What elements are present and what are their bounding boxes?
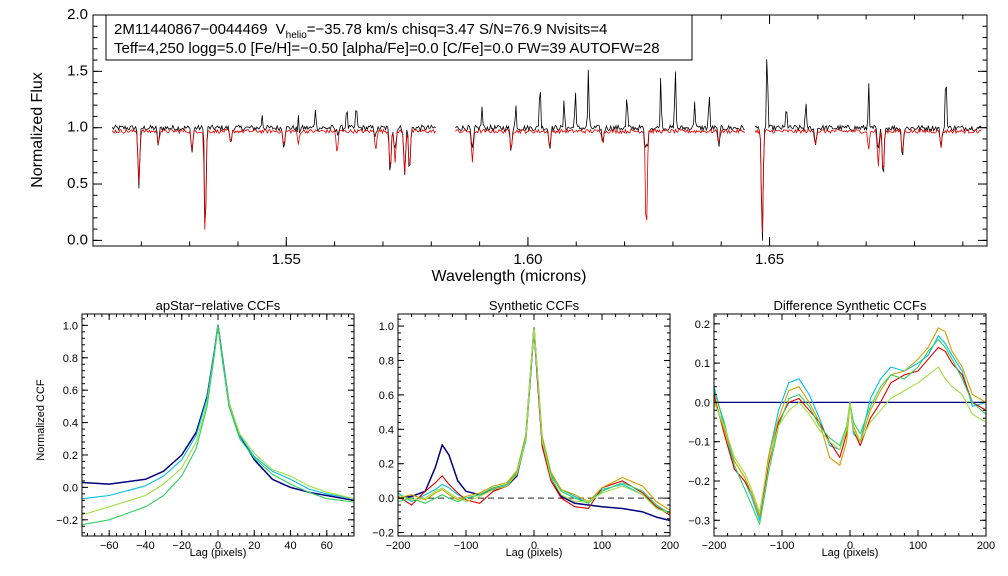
diff-ccf-y-tick-label: 0.0: [695, 397, 710, 409]
diff-ccf-x-tick-label: −100: [770, 540, 795, 552]
spectrum-x-tick-label: 1.55: [272, 251, 301, 268]
diff-ccf-x-tick-label: −200: [702, 540, 727, 552]
diff-ccf-title: Difference Synthetic CCFs: [774, 298, 927, 313]
spectrum-y-tick-label: 0.0: [67, 231, 88, 248]
diff-ccf-y-tick-label: 0.1: [695, 358, 710, 370]
apstar-ccf-y-tick-label: 0.4: [63, 418, 78, 430]
spectrum-panel: 1.55 1.60 1.65 0.0 0.5 1.0 1.5 2.0 2M11440867−0…: [29, 6, 988, 285]
apstar-ccf-x-tick-label: 0: [215, 540, 221, 552]
spectrum-y-tick-label: 1.0: [67, 119, 88, 136]
diff-ccf-series: [714, 327, 986, 525]
apstar-ccf-y-tick-label: 0.0: [63, 482, 78, 494]
spectrum-x-tick-label: 1.60: [513, 251, 542, 268]
apstar-ccf-series: [82, 324, 354, 526]
diff-ccf-y-tick-label: 0.2: [695, 319, 710, 331]
apstar-ccf-series-visit-4: [82, 324, 354, 526]
info-line-1: 2M11440867−0044469 Vhelio=−35.78 km/s chi…: [114, 21, 607, 41]
synthetic-ccf-title: Synthetic CCFs: [489, 298, 580, 313]
diff-ccf-series-visit-3: [714, 327, 986, 517]
synthetic-ccf-y-tick-label: 0.0: [379, 493, 394, 505]
synthetic-ccf-series: [398, 327, 670, 522]
info-line-1-values: =−35.78 km/s chisq=3.47 S/N=76.9 Nvisits…: [307, 21, 608, 38]
spectrum-x-tick-label: 1.65: [755, 251, 784, 268]
synthetic-ccf-x-tick-label: 0: [531, 540, 537, 552]
spectrum-observed-segment-1: [111, 109, 436, 224]
info-vhelio-label: V: [276, 21, 286, 38]
spectrum-info-box: 2M11440867−0044469 Vhelio=−35.78 km/s chi…: [105, 14, 693, 61]
apstar-ccf-title: apStar−relative CCFs: [156, 298, 281, 313]
synthetic-ccf-series-visit-5: [398, 327, 670, 515]
diff-ccf-x-tick-label: 200: [977, 540, 995, 552]
diff-ccf-y-tick-label: −0.2: [688, 476, 710, 488]
diff-ccf-x-tick-label: 100: [909, 540, 927, 552]
spectrum-y-tick-label: 0.5: [67, 175, 88, 192]
synthetic-ccf-axes: −200 −100 0 100 200 −0.2 0.0 0.2 0.4 0.6 0.8 1.0: [372, 313, 679, 552]
synthetic-ccf-y-tick-label: 1.0: [379, 321, 394, 333]
diff-ccf-xlabel: Lag (pixels): [822, 547, 879, 559]
synthetic-ccf-panel: −200 −100 0 100 200 −0.2 0.0 0.2 0.4 0.6 0.8 1.0 Sy…: [372, 298, 679, 559]
spectrum-y-tick-label: 1.5: [67, 62, 88, 79]
apstar-ccf-panel: −60 −40 −20 0 20 40 60 −0.2 0.0 0.2 0.4 0.6 0.8 1.0 a…: [35, 298, 355, 559]
synthetic-ccf-y-tick-label: 0.8: [379, 355, 394, 367]
apstar-ccf-x-tick-label: −40: [136, 540, 155, 552]
apstar-ccf-x-tick-label: −60: [100, 540, 119, 552]
spectrum-xlabel: Wavelength (microns): [431, 268, 586, 285]
apstar-ccf-y-tick-label: 0.8: [63, 353, 78, 365]
diff-ccf-axes: −200 −100 0 100 200 −0.3 −0.2 −0.1 0.0 0.1 0.2: [688, 313, 995, 552]
diff-ccf-y-tick-label: −0.1: [688, 437, 710, 449]
apstar-ccf-xlabel: Lag (pixels): [190, 547, 247, 559]
apstar-ccf-y-tick-label: −0.2: [56, 515, 78, 527]
apstar-ccf-x-tick-label: 60: [321, 540, 333, 552]
info-box-frame: [105, 14, 693, 61]
synthetic-ccf-x-tick-label: −200: [386, 540, 411, 552]
synthetic-ccf-x-tick-label: 100: [593, 540, 611, 552]
apstar-ccf-y-tick-label: 0.2: [63, 450, 78, 462]
spectrum-ylabel: Normalized Flux: [29, 72, 46, 188]
apstar-ccf-axes: −60 −40 −20 0 20 40 60 −0.2 0.0 0.2 0.4 0.6 0.8 1.0: [56, 313, 355, 552]
synthetic-ccf-y-tick-label: 0.2: [379, 459, 394, 471]
info-line-2: Teff=4,250 logg=5.0 [Fe/H]=−0.50 [alpha/…: [114, 40, 660, 57]
diff-ccf-y-tick-label: −0.3: [688, 515, 710, 527]
diff-ccf-panel: −200 −100 0 100 200 −0.3 −0.2 −0.1 0.0 0.1 0.2 Dif…: [688, 298, 995, 559]
synthetic-ccf-xlabel: Lag (pixels): [506, 547, 563, 559]
synthetic-ccf-x-tick-label: 200: [661, 540, 679, 552]
info-vhelio-subscript: helio: [286, 30, 308, 41]
apstar-ccf-x-tick-label: 20: [248, 540, 260, 552]
diff-ccf-series-visit-5: [714, 366, 986, 513]
spectrum-model-segment-1: [111, 128, 436, 230]
apstar-ccf-y-tick-label: 1.0: [63, 320, 78, 332]
spectrum-model-segment-3: [754, 128, 982, 233]
spectrum-model-segment-2: [455, 127, 745, 221]
apstar-ccf-y-tick-label: 0.6: [63, 385, 78, 397]
info-star-name: 2M11440867−0044469: [114, 21, 268, 38]
spectrum-observed-segment-3: [754, 59, 982, 241]
apstar-ccf-ylabel: Normalized CCF: [35, 379, 47, 461]
spectrum-series: [111, 59, 982, 241]
synthetic-ccf-y-tick-label: 0.4: [379, 424, 394, 436]
synthetic-ccf-y-tick-label: −0.2: [372, 528, 394, 540]
synthetic-ccf-x-tick-label: −100: [454, 540, 479, 552]
apstar-ccf-x-tick-label: −20: [172, 540, 191, 552]
synthetic-ccf-y-tick-label: 0.6: [379, 390, 394, 402]
apstar-ccf-x-tick-label: 40: [284, 540, 296, 552]
spectrum-y-tick-label: 2.0: [67, 6, 88, 23]
spectrum-observed-segment-2: [455, 69, 745, 151]
diff-ccf-x-tick-label: 0: [847, 540, 853, 552]
